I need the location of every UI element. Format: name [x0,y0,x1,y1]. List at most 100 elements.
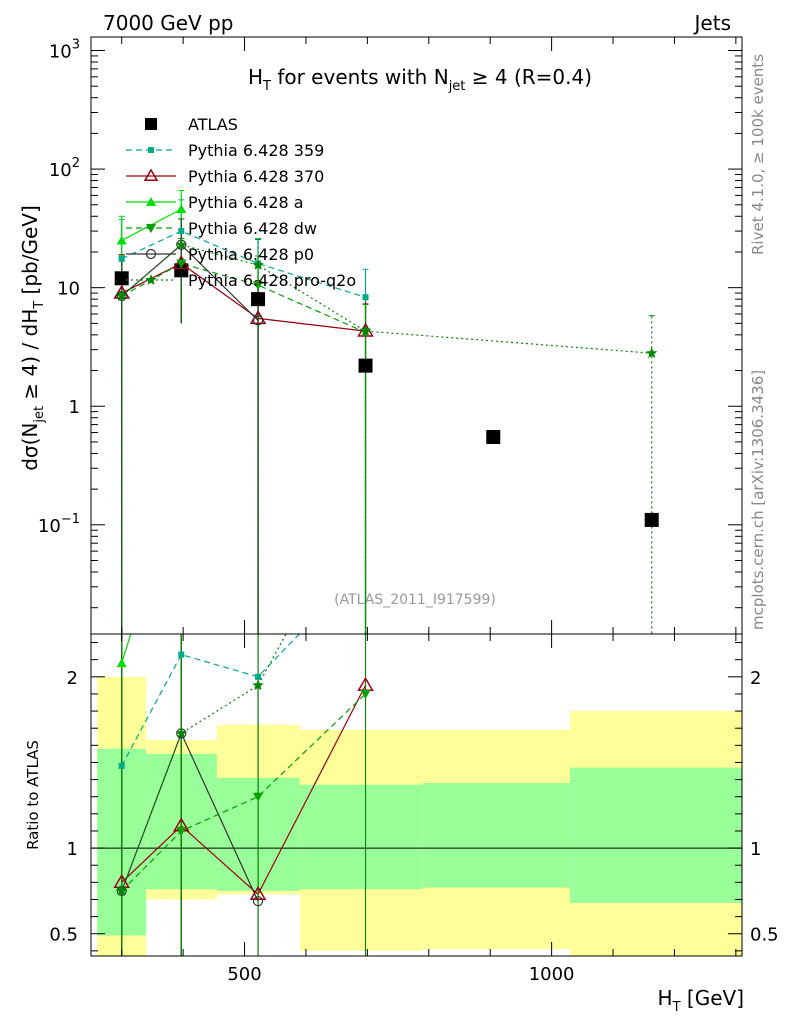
main-point-3-1 [176,204,187,214]
xlabel-sub: T [672,1000,681,1015]
legend-marker-4 [146,224,156,233]
legend-entry-6: Pythia 6.428 pro-q2o [126,271,356,290]
ratio-point-5-2 [252,679,264,691]
inner-band-bin-3 [299,784,423,890]
ylabel-part-2-sub: T [32,301,47,310]
legend-label-6: Pythia 6.428 pro-q2o [188,271,356,290]
main-ylabel: dσ(Njet ≥ 4) / dHT [pb/GeV] [18,205,47,471]
ratio-panel-frame [90,633,743,957]
legend-entry-2: Pythia 6.428 370 [126,167,324,186]
main-point-4-1 [176,259,187,269]
legend-entry-4: Pythia 6.428 dw [126,219,317,238]
ylabel-part-1: dσ(N [18,423,42,471]
main-point-3-0 [116,235,127,245]
xlabel-unit: [GeV] [681,986,744,1010]
ylabel-part-3: [pb/GeV] [18,205,42,301]
title-suffix: ≥ 4 (R=0.4) [465,65,592,89]
rivet-label: Rivet 4.1.0, ≥ 100k events [749,54,767,255]
ratio-point-0-2 [255,673,262,680]
main-point-0-5 [644,512,659,527]
main-ytick-base-2: 10 [57,279,80,300]
main-ytick-base-0: 10 [49,42,72,63]
x-tick-label-0: 500 [227,964,261,985]
main-ytick-exp-0: 3 [72,38,80,53]
title-prefix: H [248,65,263,89]
main-series-0 [118,268,655,525]
main-series-4 [118,237,369,634]
main-point-5-2 [252,315,264,326]
legend-marker-1 [148,147,154,153]
legend-entry-0: ATLAS [145,115,238,134]
ratio-series-line-1 [121,685,367,896]
x-tick-label-1: 1000 [529,964,575,985]
ratio-ytick-label-left-1: 1 [67,839,78,860]
ratio-point-2-1 [176,466,186,475]
ratio-point-4-2 [252,896,264,907]
main-point-6-2 [252,259,264,270]
main-ytick-base-3: 1 [69,397,80,418]
main-point-0-3 [358,358,373,373]
main-point-6-3 [359,325,372,336]
main-ytick-exp-1: 2 [72,156,80,171]
ratio-point-3-1 [176,826,187,836]
ratio-data-layer [113,466,374,956]
main-point-4-2 [253,281,264,291]
ratio-point-2-0 [116,658,127,668]
ratio-point-5-1 [175,727,187,739]
main-point-1-3 [362,294,369,301]
main-data-layer [113,189,659,634]
main-ytick-label-3: 1 [69,397,80,418]
ratio-ytick-label-left-0: 2 [67,668,78,689]
main-point-6-0 [116,290,128,301]
ratio-ytick-label-right-2: 0.5 [750,925,779,946]
xlabel-main: H [658,986,673,1010]
ratio-point-5-0 [116,884,128,896]
legend: ATLAS Pythia 6.428 359 Pythia 6.428 370 Pyt… [126,115,356,290]
ratio-uncertainty-bands [91,676,742,956]
main-ytick-label-4: 10−1 [38,512,80,537]
ratio-ytick-label-right-1: 1 [750,839,761,860]
ratio-point-3-2 [253,792,264,802]
title-middle-sub: jet [448,79,466,94]
main-point-0-1 [174,263,189,278]
mcplots-label: mcplots.cern.ch [arXiv:1306.3436] [749,370,767,630]
main-point-0-4 [486,430,501,445]
ratio-point-0-1 [178,651,185,658]
main-ytick-base-4: 10 [38,516,61,537]
ratio-ytick-label-left-2: 0.5 [49,925,78,946]
header-right: Jets [693,11,731,35]
legend-entry-3: Pythia 6.428 a [126,193,304,212]
legend-marker-6 [145,274,157,285]
ratio-point-3-3 [360,689,371,699]
legend-marker-5 [145,248,157,260]
legend-entry-1: Pythia 6.428 359 [126,141,324,160]
legend-marker-0 [145,118,157,130]
legend-label-1: Pythia 6.428 359 [188,141,324,160]
main-ytick-label-0: 103 [49,38,80,63]
main-ytick-exp-4: −1 [61,512,80,527]
legend-label-2: Pythia 6.428 370 [188,167,324,186]
main-series-2 [118,237,369,634]
main-point-0-2 [251,292,266,307]
ratio-point-1-2 [249,885,267,900]
legend-label-5: Pythia 6.428 p0 [188,245,314,264]
ylabel-part-1-sub: jet [32,406,47,424]
legend-label-3: Pythia 6.428 a [188,193,304,212]
main-point-1-1 [178,228,185,235]
ratio-series-line-3 [121,693,366,892]
ylabel-part-2: ≥ 4) / dH [18,309,42,406]
ratio-ylabel: Ratio to ATLAS [24,740,42,850]
main-ytick-label-2: 10 [57,279,80,300]
main-point-0-0 [114,271,129,286]
ratio-series-line-0 [121,634,301,767]
legend-label-0: ATLAS [188,115,238,134]
title-prefix-sub: T [262,79,271,94]
inner-band-bin-5 [570,767,742,903]
inner-band-bin-4 [422,783,571,888]
legend-label-4: Pythia 6.428 dw [188,219,317,238]
ratio-ytick-label-right-0: 2 [750,668,761,689]
ratio-point-0-0 [118,762,125,769]
